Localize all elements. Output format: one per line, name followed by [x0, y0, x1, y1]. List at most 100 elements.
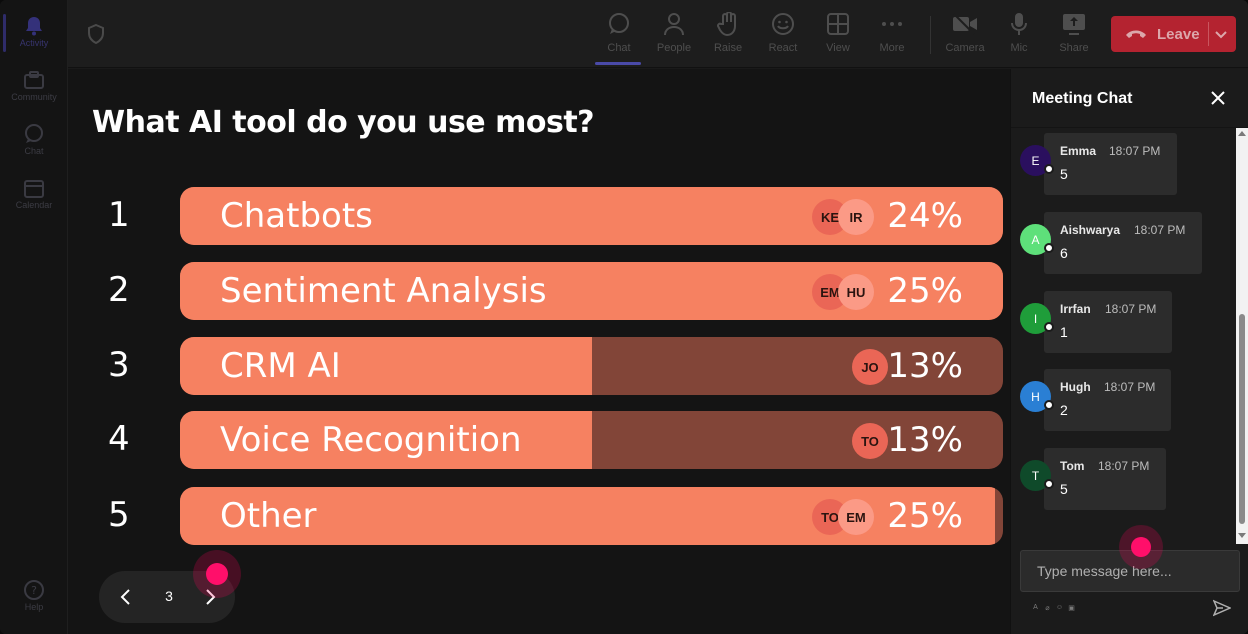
option-percent: 13% [887, 420, 963, 460]
next-page-button[interactable] [198, 585, 222, 609]
presence-status-icon [1044, 164, 1054, 174]
leave-label: Leave [1157, 25, 1200, 43]
option-percent: 25% [887, 496, 963, 536]
voter-avatars: JO [852, 349, 888, 385]
message-bubble: Emma 18:07 PM 5 [1044, 133, 1177, 195]
shield-icon[interactable] [86, 23, 106, 45]
format-toolbar: A ⌀ ☺ ▣ [1031, 603, 1076, 612]
scrollbar-thumb[interactable] [1239, 314, 1245, 524]
sender-name: Emma [1060, 144, 1097, 158]
option-result-bar: Sentiment Analysis EM HU 25% [180, 262, 1003, 320]
rail-label-activity: Activity [19, 38, 49, 48]
more-button[interactable]: More [866, 8, 918, 62]
poll-option: 1 Chatbots KE IR 24% [68, 187, 1010, 245]
react-button[interactable]: React [757, 8, 809, 62]
voter-avatars: TO [852, 423, 888, 459]
rail-item-help[interactable]: ? Help [0, 570, 68, 622]
option-percent: 13% [887, 346, 963, 386]
scroll-down-arrow-icon[interactable] [1238, 533, 1246, 538]
sender-name: Hugh [1060, 380, 1091, 394]
raise-label: Raise [713, 42, 743, 54]
message-time: 18:07 PM [1109, 144, 1161, 158]
chat-scrollbar[interactable] [1236, 128, 1248, 544]
poll-option: 5 Other TO EM 25% [68, 487, 1010, 545]
message-bubble: Hugh 18:07 PM 2 [1044, 369, 1171, 431]
rail-item-community[interactable]: Community [0, 60, 68, 112]
view-button[interactable]: View [812, 8, 864, 62]
people-button[interactable]: People [648, 8, 700, 62]
chat-message-list[interactable]: Emma 18:07 PM 5 E Aishwarya 18:07 PM 6 A… [1011, 127, 1248, 544]
message-time: 18:07 PM [1105, 302, 1157, 316]
gif-icon[interactable]: ▣ [1068, 604, 1075, 612]
option-result-fill [180, 411, 592, 469]
phone-hangup-icon [1125, 29, 1151, 39]
people-label: People [656, 42, 692, 54]
hand-icon [717, 11, 739, 37]
message-text: 5 [1060, 481, 1068, 497]
option-number: 1 [108, 195, 130, 235]
attach-icon[interactable]: ⌀ [1045, 604, 1050, 612]
mic-button[interactable]: Mic [993, 8, 1045, 62]
format-text-icon[interactable]: A [1033, 604, 1038, 611]
option-result-bar: CRM AI JO 13% [180, 337, 1003, 395]
calendar-icon [23, 178, 45, 198]
previous-page-button[interactable] [114, 585, 138, 609]
chat-icon [23, 124, 45, 144]
toolbar-divider [930, 16, 931, 54]
rail-item-chat[interactable]: Chat [0, 114, 68, 166]
view-label: View [826, 42, 850, 54]
option-percent: 25% [887, 271, 963, 311]
option-percent: 24% [887, 196, 963, 236]
voter-avatar: EM [838, 499, 874, 535]
mic-icon [1010, 11, 1028, 37]
option-label: CRM AI [220, 346, 341, 386]
app-rail: Activity Community Chat Calendar ? Help [0, 0, 68, 634]
voter-avatars: KE IR [812, 199, 884, 235]
option-result-bar: Other TO EM 25% [180, 487, 1003, 545]
meeting-chat-panel: Meeting Chat Emma 18:07 PM 5 E Aishwarya… [1010, 69, 1248, 634]
raise-hand-button[interactable]: Raise [702, 8, 754, 62]
message-bubble: Aishwarya 18:07 PM 6 [1044, 212, 1202, 274]
share-button[interactable]: Share [1048, 8, 1100, 62]
bell-icon [23, 16, 45, 36]
send-icon[interactable] [1212, 599, 1232, 617]
chat-button[interactable]: Chat [593, 8, 645, 65]
voter-avatar: HU [838, 274, 874, 310]
option-number: 2 [108, 270, 130, 310]
cursor-indicator [1119, 525, 1163, 569]
react-label: React [768, 42, 798, 54]
camera-off-icon [952, 11, 978, 37]
cursor-indicator [193, 550, 241, 598]
emoji-icon[interactable]: ☺ [1055, 604, 1064, 611]
voter-avatar: JO [852, 349, 888, 385]
close-icon[interactable] [1209, 89, 1227, 107]
chevron-down-icon[interactable] [1214, 27, 1228, 41]
scroll-up-arrow-icon[interactable] [1238, 131, 1246, 136]
share-label: Share [1059, 42, 1089, 54]
camera-button[interactable]: Camera [939, 8, 991, 62]
rail-item-calendar[interactable]: Calendar [0, 168, 68, 220]
rail-label-help: Help [24, 602, 44, 612]
voter-avatars: TO EM [812, 499, 884, 535]
option-result-fill [180, 337, 592, 395]
voter-avatars: EM HU [812, 274, 884, 310]
message-text: 2 [1060, 402, 1068, 418]
rail-label-community: Community [11, 92, 57, 102]
svg-text:?: ? [31, 584, 37, 597]
option-label: Other [220, 496, 317, 536]
chat-input-placeholder: Type message here... [1037, 563, 1172, 579]
smiley-icon [771, 11, 795, 37]
option-label: Sentiment Analysis [220, 271, 547, 311]
message-text: 6 [1060, 245, 1068, 261]
rail-label-chat: Chat [24, 146, 44, 156]
leave-button[interactable]: Leave [1111, 16, 1236, 52]
message-time: 18:07 PM [1098, 459, 1150, 473]
presence-status-icon [1044, 400, 1054, 410]
option-result-bar: Chatbots KE IR 24% [180, 187, 1003, 245]
sender-name: Tom [1060, 459, 1085, 473]
rail-item-activity[interactable]: Activity [0, 6, 68, 58]
option-result-bar: Voice Recognition TO 13% [180, 411, 1003, 469]
community-icon [23, 70, 45, 90]
chat-message-input[interactable]: Type message here... [1020, 550, 1240, 592]
